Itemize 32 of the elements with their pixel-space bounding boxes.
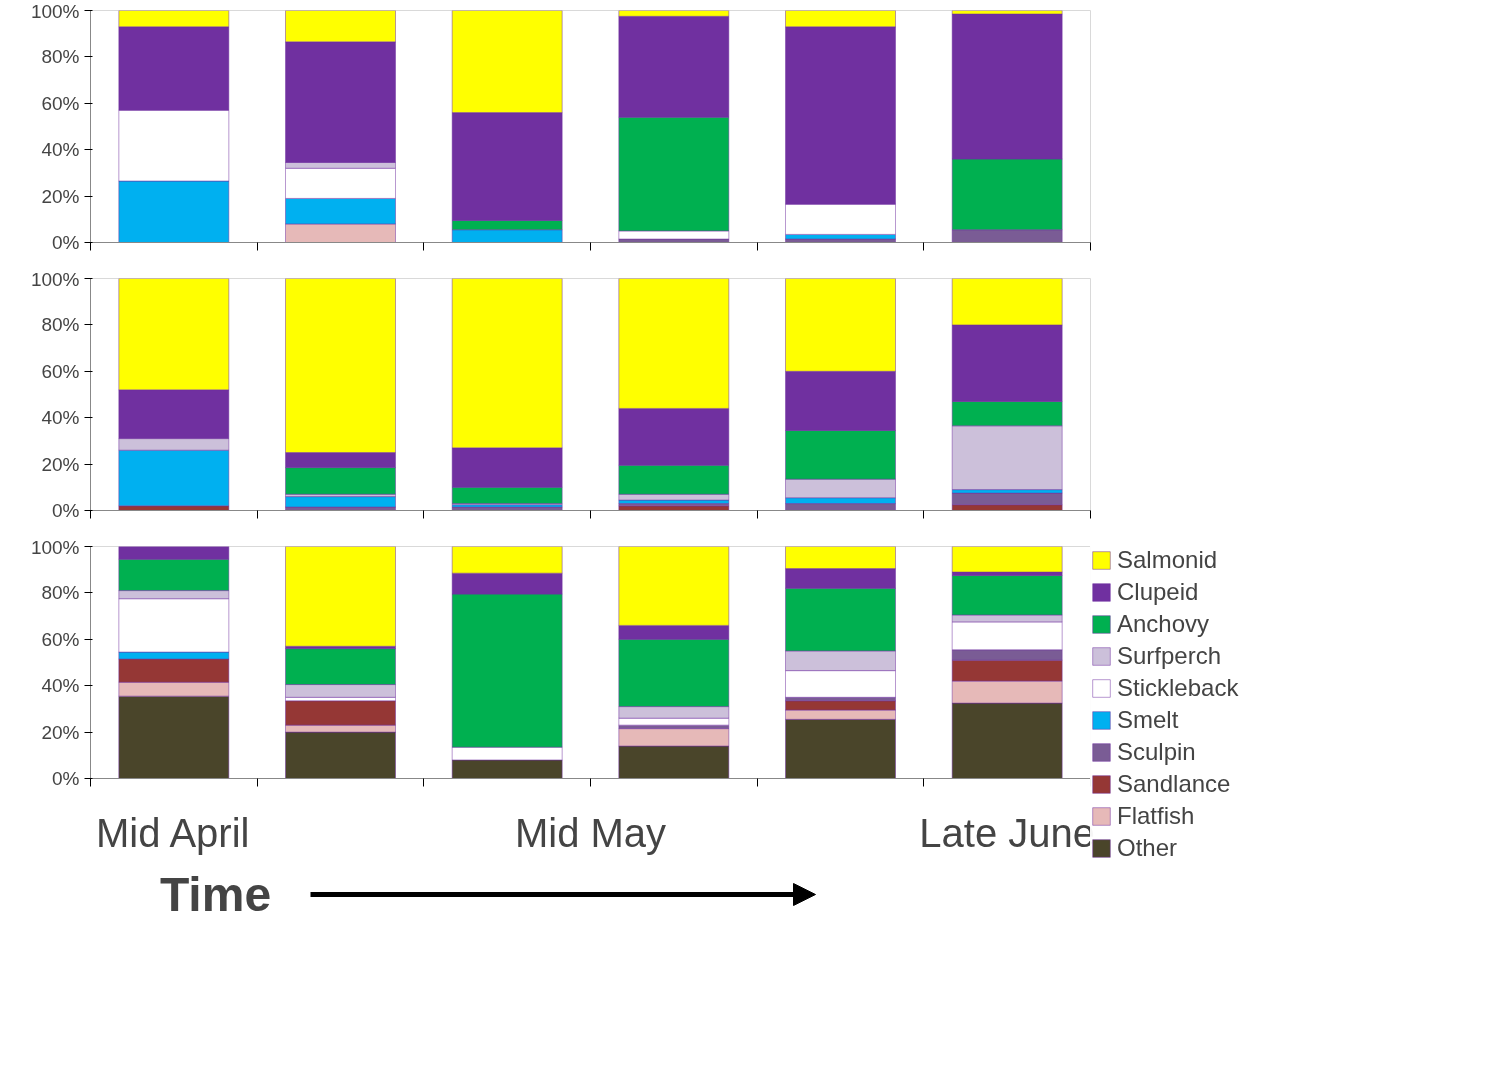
x-axis-title: Time <box>159 868 272 921</box>
legend-label: Anchovy <box>1117 610 1210 638</box>
y-tick-label: 20% <box>41 453 80 475</box>
y-tick-label: 0% <box>52 232 80 253</box>
y-tick-label: 80% <box>41 314 80 336</box>
y-tick-label: 40% <box>41 139 80 161</box>
legend-label: Smelt <box>1117 706 1179 734</box>
legend-label: Sculpin <box>1117 738 1196 766</box>
y-tick-label: 100% <box>30 536 80 558</box>
y-tick-label: 20% <box>41 185 80 207</box>
legend-label: Other <box>1117 834 1178 862</box>
text: Late June <box>919 810 1096 855</box>
y-tick-label: 100% <box>30 0 80 22</box>
y-tick-label: 80% <box>41 46 80 68</box>
y-tick-label: 60% <box>41 628 80 650</box>
y-tick-label: 80% <box>41 582 80 604</box>
y-tick-label: 60% <box>41 360 80 382</box>
text: Mid May <box>514 810 667 855</box>
legend-label: Stickleback <box>1117 674 1239 702</box>
y-tick-label: 0% <box>52 500 80 521</box>
legend-label: Surfperch <box>1117 642 1222 670</box>
y-tick-label: 40% <box>41 675 80 697</box>
y-tick-label: 60% <box>41 92 80 114</box>
y-tick-label: 20% <box>41 721 80 743</box>
legend-label: Salmonid <box>1117 546 1218 574</box>
legend-label: Flatfish <box>1117 802 1195 830</box>
legend-label: Sandlance <box>1117 770 1231 798</box>
text: Mid April <box>96 810 250 855</box>
y-tick-label: 0% <box>52 768 80 789</box>
legend-label: Clupeid <box>1117 578 1199 606</box>
y-tick-label: 40% <box>41 407 80 429</box>
y-tick-label: 100% <box>30 268 80 290</box>
